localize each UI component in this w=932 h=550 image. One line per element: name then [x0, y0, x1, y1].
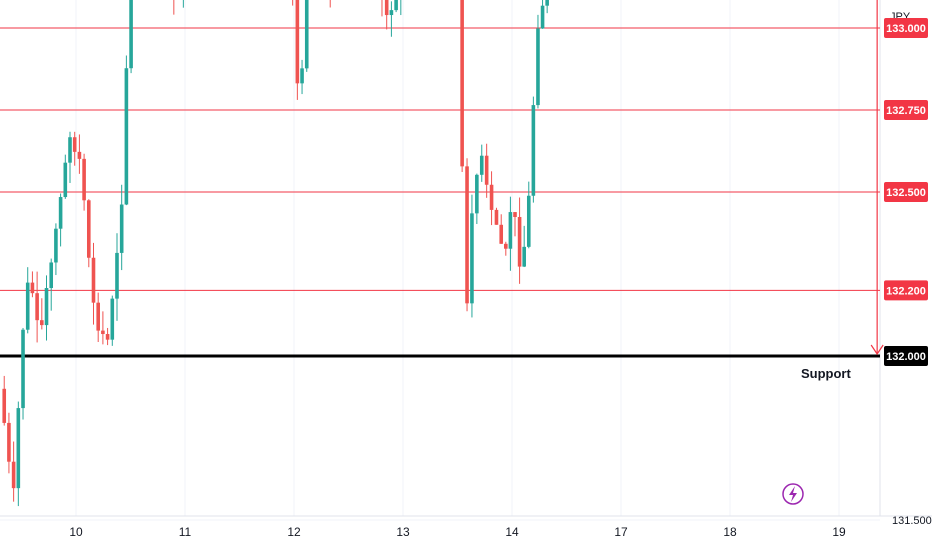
price-level-badge-label: 132.000	[886, 351, 926, 363]
candle	[44, 288, 49, 326]
candle	[119, 204, 124, 253]
candle	[25, 282, 30, 330]
candle	[531, 105, 536, 196]
candle	[479, 155, 484, 175]
candle	[2, 388, 7, 423]
candle	[35, 293, 39, 321]
candle	[536, 28, 540, 106]
candle	[91, 257, 96, 303]
annotations: Sell EntrySupport	[801, 0, 884, 381]
candle	[11, 461, 16, 489]
time-tick-label: 17	[614, 525, 628, 539]
candle	[96, 302, 100, 331]
candle	[54, 228, 58, 263]
candle	[304, 0, 309, 69]
candle	[21, 329, 25, 409]
candle	[517, 216, 522, 267]
candle	[475, 174, 479, 214]
candles	[2, 0, 549, 507]
target-arrow-head	[870, 344, 884, 356]
time-tick-label: 12	[287, 525, 301, 539]
price-level-badge-label: 132.200	[886, 285, 926, 297]
candle	[508, 212, 513, 249]
time-axis[interactable]: 10 11 12 13 14 17 18 19	[69, 525, 846, 539]
support-label: Support	[801, 366, 851, 381]
candle	[545, 0, 549, 6]
candle	[526, 195, 531, 247]
candle	[115, 252, 119, 299]
candle	[540, 5, 545, 29]
candle	[465, 166, 469, 304]
candle	[124, 68, 129, 205]
candle	[110, 298, 115, 340]
candle	[16, 408, 21, 489]
candle	[105, 334, 110, 340]
candle	[82, 158, 86, 201]
candle	[489, 184, 494, 210]
candle	[484, 155, 489, 185]
price-level-badge	[884, 346, 928, 366]
candle	[77, 151, 82, 159]
candle	[49, 262, 54, 289]
candle	[522, 246, 526, 267]
candle	[129, 0, 133, 69]
candle	[86, 200, 91, 258]
candle	[494, 209, 499, 225]
candle	[394, 0, 398, 11]
time-tick-label: 14	[505, 525, 519, 539]
price-level-badge-label: 132.750	[886, 105, 926, 117]
candle	[72, 137, 77, 152]
price-level-badge	[884, 182, 928, 202]
price-level-badge-label: 133.000	[886, 23, 926, 35]
candle	[68, 137, 72, 163]
price-axis[interactable]: JPY 131.500134.000134.500135.000133.7001…	[844, 0, 932, 527]
time-tick-label: 19	[832, 525, 846, 539]
candle	[389, 10, 394, 16]
price-level-badge	[884, 18, 928, 38]
price-level-lines	[0, 27, 880, 358]
candle	[101, 330, 105, 335]
candle	[40, 320, 44, 326]
candle	[295, 0, 300, 84]
lightning-bolt	[789, 486, 797, 502]
candle	[30, 282, 35, 294]
time-tick-label: 10	[69, 525, 83, 539]
candle	[470, 213, 474, 304]
price-tick-label: 131.500	[892, 515, 932, 527]
price-level-badge	[884, 100, 928, 120]
candle	[300, 68, 304, 84]
time-tick-label: 11	[179, 525, 192, 539]
lightning-logo-icon[interactable]	[782, 483, 804, 505]
time-tick-label: 18	[723, 525, 737, 539]
candle	[460, 0, 464, 167]
candle	[63, 162, 68, 198]
candle	[513, 212, 517, 217]
candle	[499, 224, 504, 244]
time-tick-label: 13	[396, 525, 410, 539]
price-level-badge	[884, 280, 928, 301]
candle	[58, 197, 63, 229]
price-level-badge-label: 132.500	[886, 187, 926, 199]
candle	[7, 422, 11, 462]
candle	[504, 243, 508, 249]
candle	[384, 0, 389, 16]
